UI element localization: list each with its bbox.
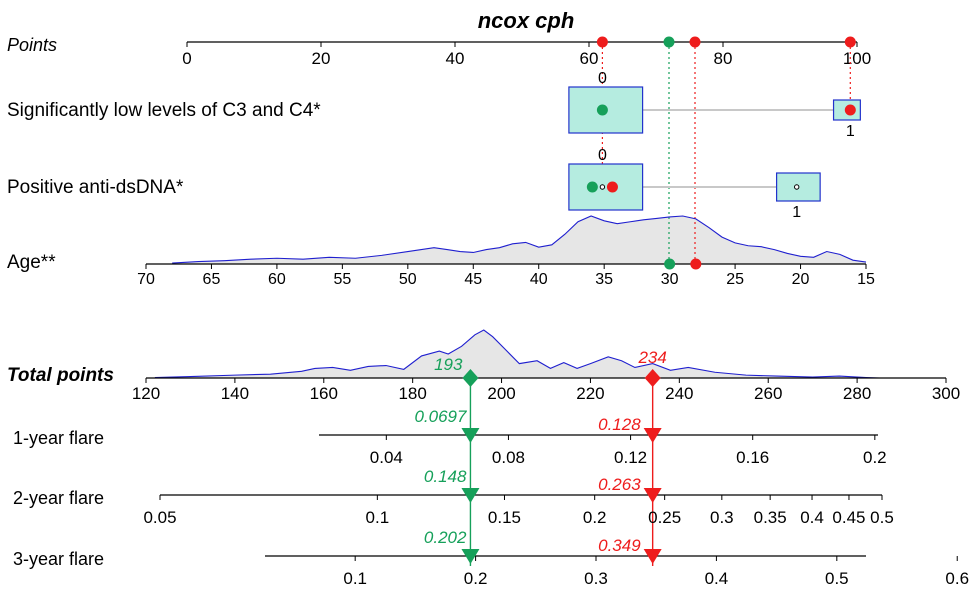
outcome-label: 2-year flare bbox=[13, 488, 104, 508]
outcome-axis-tick-label: 0.35 bbox=[754, 508, 787, 527]
green-outcome-marker bbox=[461, 488, 480, 503]
green-outcome-value: 0.0697 bbox=[414, 407, 467, 426]
red-outcome-marker bbox=[643, 549, 662, 564]
variable-label: Age** bbox=[7, 252, 56, 273]
age-density-fill bbox=[172, 216, 866, 264]
points-axis-label: Points bbox=[7, 35, 57, 55]
green-age-marker bbox=[664, 258, 676, 270]
total-axis-tick-label: 160 bbox=[310, 384, 338, 403]
outcome-axis-tick-label: 0.04 bbox=[370, 448, 403, 467]
total-points-label: Total points bbox=[7, 365, 114, 386]
outcome-axis-tick-label: 0.25 bbox=[648, 508, 681, 527]
total-axis-tick-label: 260 bbox=[754, 384, 782, 403]
points-axis-tick-label: 0 bbox=[182, 49, 191, 68]
outcome-axis-tick-label: 0.1 bbox=[366, 508, 390, 527]
level-label: 1 bbox=[846, 123, 855, 140]
outcome-axis-tick-label: 0.3 bbox=[584, 569, 608, 588]
age-axis-tick-label: 70 bbox=[137, 271, 155, 288]
chart-title: ncox cph bbox=[478, 8, 575, 33]
total-axis-tick-label: 300 bbox=[932, 384, 960, 403]
total-axis-tick-label: 200 bbox=[487, 384, 515, 403]
red-points-marker bbox=[596, 36, 608, 48]
total-axis-tick-label: 180 bbox=[398, 384, 426, 403]
age-axis-tick-label: 65 bbox=[203, 271, 221, 288]
level-label: 0 bbox=[598, 70, 607, 87]
outcome-axis-tick-label: 0.1 bbox=[343, 569, 367, 588]
outcome-axis-tick-label: 0.15 bbox=[488, 508, 521, 527]
points-axis-tick-label: 40 bbox=[446, 49, 465, 68]
level-center-marker bbox=[794, 184, 800, 190]
age-axis-tick-label: 45 bbox=[464, 271, 482, 288]
red-outcome-value: 0.263 bbox=[598, 475, 641, 494]
age-axis-tick-label: 30 bbox=[661, 271, 679, 288]
outcome-axis-tick-label: 0.2 bbox=[464, 569, 488, 588]
points-axis-tick-label: 20 bbox=[312, 49, 331, 68]
red-outcome-marker bbox=[643, 488, 662, 503]
age-axis-tick-label: 50 bbox=[399, 271, 417, 288]
outcome-label: 1-year flare bbox=[13, 428, 104, 448]
outcome-axis-tick-label: 0.2 bbox=[583, 508, 607, 527]
outcome-axis-tick-label: 0.5 bbox=[870, 508, 894, 527]
outcome-axis-tick-label: 0.45 bbox=[832, 508, 865, 527]
outcome-axis-tick-label: 0.2 bbox=[863, 448, 887, 467]
level-center-marker bbox=[599, 184, 606, 190]
green-case-marker bbox=[596, 104, 608, 116]
green-outcome-value: 0.148 bbox=[424, 467, 467, 486]
red-points-marker bbox=[844, 36, 856, 48]
red-age-marker bbox=[690, 258, 702, 270]
outcome-axis-tick-label: 0.4 bbox=[800, 508, 824, 527]
green-outcome-marker bbox=[461, 549, 480, 564]
points-axis-tick-label: 80 bbox=[714, 49, 733, 68]
red-total-marker bbox=[644, 369, 661, 387]
outcome-axis-tick-label: 0.12 bbox=[614, 448, 647, 467]
red-total-value: 234 bbox=[637, 348, 666, 367]
age-axis-tick-label: 55 bbox=[333, 271, 351, 288]
total-density-fill bbox=[154, 330, 880, 378]
outcome-axis-tick-label: 0.5 bbox=[825, 569, 849, 588]
red-outcome-value: 0.128 bbox=[598, 415, 641, 434]
outcome-axis-tick-label: 0.3 bbox=[710, 508, 734, 527]
total-axis-tick-label: 140 bbox=[221, 384, 249, 403]
outcome-axis-tick-label: 0.08 bbox=[492, 448, 525, 467]
red-case-marker bbox=[606, 181, 618, 193]
points-axis-tick-label: 100 bbox=[843, 49, 871, 68]
outcome-label: 3-year flare bbox=[13, 549, 104, 569]
red-points-marker bbox=[689, 36, 701, 48]
green-case-marker bbox=[586, 181, 598, 193]
age-axis-tick-label: 60 bbox=[268, 271, 286, 288]
variable-label: Significantly low levels of C3 and C4* bbox=[7, 100, 321, 121]
green-total-marker bbox=[462, 369, 479, 387]
variable-label: Positive anti-dsDNA* bbox=[7, 177, 184, 198]
total-axis-tick-label: 120 bbox=[132, 384, 160, 403]
total-axis-tick-label: 220 bbox=[576, 384, 604, 403]
total-axis-tick-label: 240 bbox=[665, 384, 693, 403]
age-axis-tick-label: 25 bbox=[726, 271, 744, 288]
green-outcome-value: 0.202 bbox=[424, 528, 467, 547]
total-density-line bbox=[154, 329, 880, 379]
age-density-line bbox=[172, 215, 867, 264]
age-axis-tick-label: 35 bbox=[595, 271, 613, 288]
points-axis-tick-label: 60 bbox=[580, 49, 599, 68]
green-points-marker bbox=[663, 36, 675, 48]
level-box bbox=[568, 163, 644, 211]
age-axis-tick-label: 15 bbox=[857, 271, 875, 288]
age-axis-tick-label: 20 bbox=[792, 271, 810, 288]
red-case-marker bbox=[844, 104, 856, 116]
outcome-axis-tick-label: 0.05 bbox=[143, 508, 176, 527]
green-total-value: 193 bbox=[434, 355, 463, 374]
outcome-axis-tick-label: 0.4 bbox=[705, 569, 729, 588]
total-axis-tick-label: 280 bbox=[843, 384, 871, 403]
level-label: 0 bbox=[598, 147, 607, 164]
outcome-axis-tick-label: 0.16 bbox=[736, 448, 769, 467]
age-axis-tick-label: 40 bbox=[530, 271, 548, 288]
outcome-axis-tick-label: 0.6 bbox=[945, 569, 969, 588]
red-outcome-value: 0.349 bbox=[598, 536, 641, 555]
level-label: 1 bbox=[792, 204, 801, 221]
green-outcome-marker bbox=[461, 428, 480, 443]
red-outcome-marker bbox=[643, 428, 662, 443]
